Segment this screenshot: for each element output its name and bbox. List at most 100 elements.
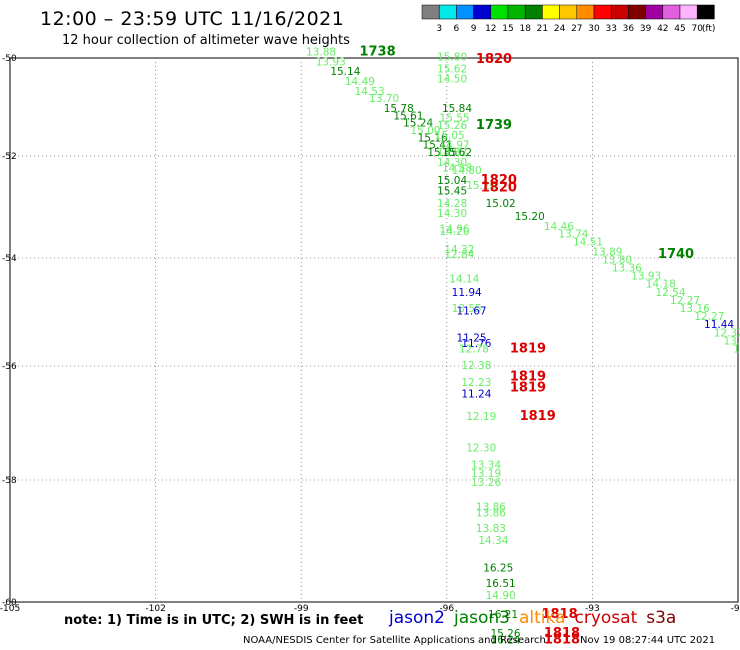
wave-height-label: 14.30 xyxy=(437,157,467,169)
axis-ticks: -105 -102 -99 -96 -93 -90 -50 -52 -54 -56 -58 -60 xyxy=(0,54,740,614)
wave-height-label: 15.62 xyxy=(437,64,467,76)
wave-height-label: 15.00 xyxy=(410,125,440,137)
colorbar-swatch xyxy=(696,4,715,20)
pass-time-label: 1819 xyxy=(510,381,546,396)
wave-height-label: 14.32 xyxy=(444,244,474,256)
wave-height-label: 12.19 xyxy=(466,411,496,423)
chart-subtitle: 12 hour collection of altimeter wave hei… xyxy=(62,33,350,48)
pass-time-label: 1819 xyxy=(520,409,556,424)
wave-height-label: 14.14 xyxy=(449,273,479,285)
grid-lines xyxy=(10,58,738,602)
wave-height-label: 13.55 xyxy=(452,303,482,315)
colorbar-tick-label: 3 xyxy=(436,24,442,34)
wave-height-label: 11.67 xyxy=(457,306,487,318)
colorbar-tick-label: 15 xyxy=(502,24,513,34)
wave-height-label: 13.93 xyxy=(316,56,346,68)
wave-height-label: 15.26 xyxy=(490,628,520,640)
chart-title: 12:00 – 23:59 UTC 11/16/2021 xyxy=(40,8,345,30)
x-tick-label: -99 xyxy=(294,604,309,614)
colorbar-tick-label: 9 xyxy=(471,24,477,34)
wave-height-label: 14.18 xyxy=(646,279,676,291)
legend-s3a: s3a xyxy=(646,608,677,628)
pass-time-label: 1819 xyxy=(510,369,546,384)
wave-height-label: 15.24 xyxy=(403,118,433,130)
wave-height-label: 15.84 xyxy=(442,103,472,115)
wave-height-label: 14.20 xyxy=(440,226,470,238)
wave-height-label: 11.24 xyxy=(461,388,491,400)
wave-height-label: 14.34 xyxy=(478,535,508,547)
wave-height-colorbar: 3 6 9 12 15 18 21 24 27 30 33 36 39 42 45 70(ft) xyxy=(421,4,716,34)
pass-time-label: 1820 xyxy=(481,181,517,196)
colorbar-tick-label: 39 xyxy=(640,24,652,34)
wave-height-label: 15.02 xyxy=(486,198,516,210)
wave-height-label: 16.51 xyxy=(486,578,516,590)
colorbar-tick-label: 33 xyxy=(605,24,616,34)
colorbar-tick-label: 45 xyxy=(674,24,685,34)
wave-height-label: 13.19 xyxy=(471,468,501,480)
wave-height-label: 14.51 xyxy=(573,236,603,248)
pass-time-label: 1818 xyxy=(544,633,580,648)
wave-height-label: 13.80 xyxy=(602,254,632,266)
wave-height-label: 16.24 xyxy=(490,635,520,647)
colorbar-tick-label: 70 xyxy=(691,24,703,34)
colorbar-unit-label: (ft) xyxy=(702,24,716,34)
wave-height-label: 14.96 xyxy=(440,224,470,236)
wave-height-label: 13.70 xyxy=(369,93,399,105)
wave-height-label: 15.85 xyxy=(427,147,457,159)
wave-height-label: 14.90 xyxy=(486,590,516,602)
pass-time-label: 1820 xyxy=(481,173,517,188)
wave-height-label: 13.61 xyxy=(733,344,740,356)
wave-height-label: 15.14 xyxy=(330,66,360,78)
wave-height-label: 15.04 xyxy=(437,175,467,187)
wave-height-label: 13.36 xyxy=(612,263,642,275)
data-labels: 13.8813.9315.1414.4914.5313.7015.7815.61… xyxy=(306,47,740,647)
wave-height-label: 14.30 xyxy=(437,208,467,220)
wave-height-label: 11.76 xyxy=(461,338,491,350)
y-tick-label: -56 xyxy=(2,362,17,372)
x-tick-label: -96 xyxy=(439,604,454,614)
wave-height-label: 14.46 xyxy=(544,221,574,233)
wave-height-label: 13.26 xyxy=(471,477,501,489)
wave-height-label: 13.86 xyxy=(476,502,506,514)
plot-frame xyxy=(9,57,739,603)
wave-height-label: 12.38 xyxy=(461,360,491,372)
y-tick-label: -50 xyxy=(2,54,17,64)
wave-height-label: 15.41 xyxy=(423,140,453,152)
pass-time-label: 1820 xyxy=(476,52,512,67)
wave-height-label: 15.61 xyxy=(393,110,423,122)
wave-height-label: 16.25 xyxy=(483,563,513,575)
y-tick-label: -60 xyxy=(2,598,17,608)
wave-height-label: 12.84 xyxy=(444,249,474,261)
wave-height-label: 13.17 xyxy=(723,335,740,347)
wave-height-label: 13.88 xyxy=(306,47,336,59)
wave-height-label: 13.89 xyxy=(592,246,622,258)
wave-height-label: 14.28 xyxy=(437,198,467,210)
pass-time-label: 1819 xyxy=(510,342,546,357)
wave-height-label: 15.62 xyxy=(442,147,472,159)
colorbar-tick-label: 21 xyxy=(537,24,548,34)
wave-height-label: 14.49 xyxy=(345,76,375,88)
pass-time-label: 1739 xyxy=(476,118,512,133)
wave-height-label: 16.21 xyxy=(488,609,518,621)
footer-note: note: 1) Time is in UTC; 2) SWH is in fe… xyxy=(64,613,364,628)
colorbar-tick-label: 12 xyxy=(485,24,496,34)
wave-height-label: 15.80 xyxy=(437,51,467,63)
legend-jason2: jason2 xyxy=(389,608,445,628)
wave-height-label: 13.83 xyxy=(476,523,506,535)
wave-height-label: 14.53 xyxy=(355,86,385,98)
wave-height-label: 15.78 xyxy=(384,103,414,115)
y-tick-label: -52 xyxy=(2,152,17,162)
credit-line: NOAA/NESDIS Center for Satellite Applica… xyxy=(243,635,546,646)
wave-height-label: 12.30 xyxy=(466,443,496,455)
colorbar-tick-label: 6 xyxy=(454,24,460,34)
y-tick-label: -54 xyxy=(2,254,17,264)
legend-jason3: jason3 xyxy=(454,608,510,628)
colorbar-tick-label: 36 xyxy=(623,24,635,34)
wave-height-label: 12.23 xyxy=(461,377,491,389)
colorbar-tick-label: 30 xyxy=(588,24,600,34)
wave-height-label: 15.20 xyxy=(515,211,545,223)
wave-height-label: 12.54 xyxy=(655,287,685,299)
x-tick-label: -93 xyxy=(585,604,600,614)
